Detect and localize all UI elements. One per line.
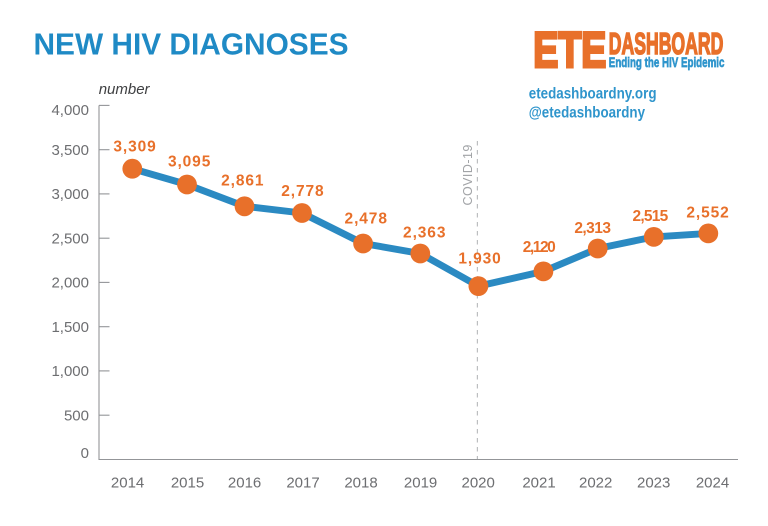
svg-text:3,000: 3,000	[51, 186, 89, 203]
svg-text:etedashboardny.org: etedashboardny.org	[529, 85, 657, 102]
svg-text:2,478: 2,478	[345, 211, 388, 228]
svg-text:2,500: 2,500	[51, 231, 89, 248]
svg-text:2018: 2018	[344, 474, 377, 491]
svg-text:2023: 2023	[637, 474, 670, 491]
svg-text:2,313: 2,313	[574, 220, 612, 237]
svg-text:1,000: 1,000	[51, 363, 89, 380]
svg-text:2016: 2016	[228, 474, 261, 491]
svg-text:2,000: 2,000	[51, 275, 89, 292]
svg-text:ETE: ETE	[533, 22, 606, 78]
svg-text:1,930: 1,930	[458, 251, 501, 268]
svg-text:NEW HIV DIAGNOSES: NEW HIV DIAGNOSES	[34, 28, 349, 62]
svg-text:COVID-19: COVID-19	[461, 144, 475, 205]
svg-text:2017: 2017	[286, 474, 319, 491]
svg-text:number: number	[99, 81, 151, 98]
svg-text:0: 0	[81, 445, 89, 462]
svg-text:2022: 2022	[579, 474, 612, 491]
svg-text:3,095: 3,095	[168, 153, 211, 170]
svg-text:2,552: 2,552	[686, 205, 729, 222]
svg-text:500: 500	[64, 408, 89, 425]
svg-text:2,363: 2,363	[403, 225, 446, 242]
svg-text:2,778: 2,778	[281, 183, 324, 200]
svg-text:3,500: 3,500	[51, 142, 89, 159]
svg-text:2020: 2020	[462, 474, 495, 491]
svg-text:4,000: 4,000	[51, 102, 89, 119]
svg-text:2014: 2014	[111, 474, 144, 491]
svg-text:2015: 2015	[171, 474, 204, 491]
svg-text:2,120: 2,120	[523, 239, 557, 256]
svg-text:2024: 2024	[696, 474, 729, 491]
svg-text:Ending the HIV Epidemic: Ending the HIV Epidemic	[609, 54, 725, 70]
svg-text:2021: 2021	[522, 474, 555, 491]
svg-text:2019: 2019	[404, 474, 437, 491]
svg-text:3,309: 3,309	[113, 138, 156, 155]
svg-text:2,515: 2,515	[632, 208, 669, 225]
svg-text:2,861: 2,861	[221, 172, 264, 189]
svg-text:@etedashboardny: @etedashboardny	[529, 104, 645, 121]
svg-text:1,500: 1,500	[51, 319, 89, 336]
svg-text:DASHBOARD: DASHBOARD	[609, 28, 724, 61]
